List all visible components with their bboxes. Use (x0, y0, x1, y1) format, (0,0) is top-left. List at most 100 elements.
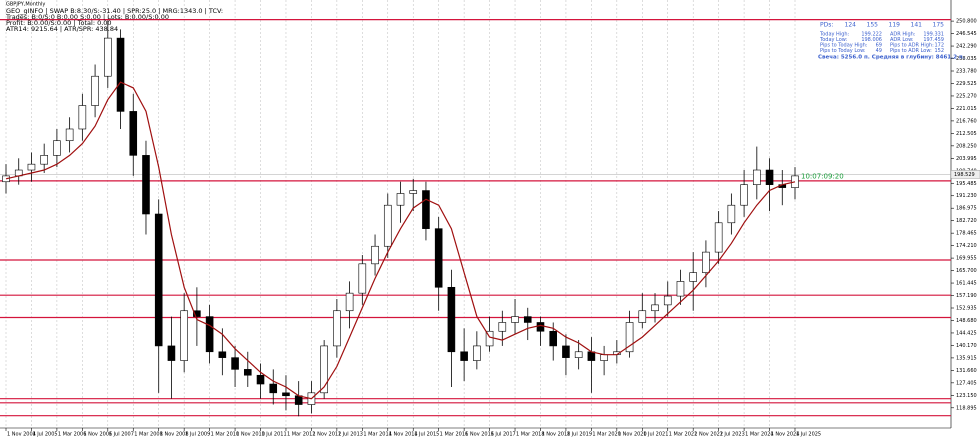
x-tick-label: 1 Nov 2014 (389, 432, 418, 438)
candle-body (663, 295, 672, 306)
panel-label: PDs: (820, 22, 833, 29)
panel-cell: Pips to Today High: (820, 43, 868, 49)
x-tick-label: 1 Jul 2025 (796, 432, 821, 438)
y-tick-label: 178.465 (956, 231, 977, 237)
x-tick-label: 1 Mar 2006 (58, 432, 87, 438)
x-tick-label: 1 Nov 2010 (236, 432, 265, 438)
x-tick-label: 1 Mar 2014 (363, 432, 392, 438)
x-tick-label: 1 Mar 2020 (592, 432, 621, 438)
candle-body (638, 310, 647, 323)
x-tick-label: 1 Jul 2009 (185, 432, 210, 438)
candle-body (549, 330, 558, 347)
candle-body (651, 304, 659, 312)
y-tick-label: 195.485 (956, 181, 977, 187)
x-tick-label: 1 Nov 2018 (541, 432, 570, 438)
candle-body (333, 310, 341, 347)
candle-body (409, 190, 418, 194)
y-tick-label: 208.250 (956, 143, 977, 149)
x-tick-label: 1 Jul 2021 (643, 432, 668, 438)
candle-body (320, 345, 328, 394)
candle-body (218, 351, 227, 358)
candle-body (447, 286, 456, 353)
y-tick-label: 250.800 (956, 19, 977, 25)
y-tick-label: 212.505 (956, 131, 977, 137)
candle-body (193, 310, 201, 317)
y-tick-label: 225.270 (956, 93, 977, 99)
candle-body (116, 37, 125, 112)
y-tick-label: 221.015 (956, 106, 977, 112)
candle-body (205, 316, 214, 353)
candle-body (689, 272, 697, 282)
price-tag (950, 170, 980, 179)
y-tick-label: 152.935 (956, 305, 977, 311)
candle-body (231, 357, 239, 370)
x-tick-label: 1 Jul 2007 (109, 432, 134, 438)
panel-pd: 175 (933, 22, 945, 29)
y-tick-label: 165.700 (956, 268, 977, 274)
y-tick-label: 182.720 (956, 218, 977, 224)
candle-body (600, 354, 608, 361)
candle-body (383, 204, 392, 247)
panel-pd: 124 (845, 22, 857, 29)
y-tick-label: 186.975 (956, 206, 977, 212)
panel-cell: 152 (934, 48, 944, 54)
y-tick-label: 123.150 (956, 393, 977, 399)
x-tick-label: 1 Mar 2012 (287, 432, 316, 438)
info-line: Trades: B:0/S:0 B:0.00 S:0.00 | Lots: B:… (5, 13, 169, 21)
x-tick-label: 1 Mar 2016 (440, 432, 469, 438)
panel-cell: Today Low: (819, 37, 848, 43)
candle-body (740, 184, 748, 206)
info-line: ATR14: 9215.64 | ATR/SPR: 438.84 (6, 25, 118, 33)
y-tick-label: 140.170 (956, 343, 977, 349)
symbol: GBPJPY,Monthly (6, 2, 45, 8)
candle-body (485, 330, 494, 347)
candle-body (765, 169, 774, 185)
y-tick-label: 174.210 (956, 243, 977, 249)
x-tick-label: 1 Nov 2008 (160, 432, 189, 438)
panel-cell: ADR High: (890, 32, 916, 38)
candle-body (2, 175, 10, 183)
y-tick-label: 127.405 (956, 380, 977, 386)
candle-body (269, 383, 278, 394)
x-tick-label: 1 Jul 2013 (338, 432, 363, 438)
panel-cell: Pips to Today Low: (820, 48, 866, 54)
x-tick-label: 1 Mar 2018 (516, 432, 545, 438)
candle-body (460, 351, 468, 361)
x-tick-label: 1 Jul 2023 (720, 432, 745, 438)
x-tick-label: 1 Jul 2019 (567, 432, 592, 438)
y-tick-label: 238.035 (956, 56, 977, 62)
panel-cell: 199.331 (923, 32, 944, 38)
candle-body (791, 175, 799, 188)
panel-pd: 155 (867, 22, 879, 29)
panel-candle: Свеча: 5256.0 п. Средняя в глубину: 8461… (818, 54, 965, 61)
x-tick-label: 1 Nov 2012 (312, 432, 341, 438)
candle-body (498, 322, 507, 332)
info-line: GEO_gINFO | SWAP B:8.30/S:-31.40 | SPR:2… (6, 7, 223, 15)
candle-body (53, 140, 61, 156)
candle-body (256, 374, 265, 385)
candle-body (40, 155, 48, 165)
candle-body (180, 310, 188, 361)
candle-body (625, 322, 634, 353)
panel-pd: 141 (911, 22, 923, 29)
timer: 10:07:09:20 (801, 172, 844, 180)
candle-body (104, 37, 112, 77)
candle-body (294, 395, 303, 405)
candle-body (167, 345, 176, 361)
x-tick-label: 1 Mar 2008 (134, 432, 163, 438)
x-tick-label: 1 Nov 2016 (465, 432, 494, 438)
candle-body (371, 245, 379, 265)
candle-body (345, 292, 354, 312)
panel-cell: 49 (876, 48, 882, 54)
panel-cell: 69 (876, 43, 882, 49)
price-label: 198.529 (954, 172, 975, 178)
candle-body (129, 111, 138, 156)
candle-body (27, 163, 36, 171)
candle-body (282, 392, 290, 397)
candle-body (727, 204, 736, 224)
candle-body (65, 128, 74, 142)
y-tick-label: 203.995 (956, 156, 977, 162)
candle-body (434, 228, 443, 288)
